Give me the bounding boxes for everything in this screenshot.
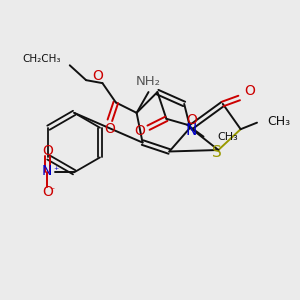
Text: ⁻: ⁻ — [50, 187, 55, 196]
Text: O: O — [186, 113, 197, 127]
Text: CH₃: CH₃ — [267, 115, 290, 128]
Text: N: N — [41, 164, 52, 178]
Text: O: O — [134, 124, 145, 138]
Text: O: O — [42, 145, 53, 158]
Text: O: O — [244, 84, 255, 98]
Text: O: O — [92, 69, 104, 83]
Text: N: N — [186, 123, 197, 138]
Text: ⁺: ⁺ — [54, 166, 59, 176]
Text: NH₂: NH₂ — [136, 75, 161, 88]
Text: CH₃: CH₃ — [217, 132, 238, 142]
Text: O: O — [104, 122, 115, 136]
Text: CH₂CH₃: CH₂CH₃ — [22, 54, 61, 64]
Text: S: S — [212, 146, 222, 160]
Text: O: O — [42, 184, 53, 199]
